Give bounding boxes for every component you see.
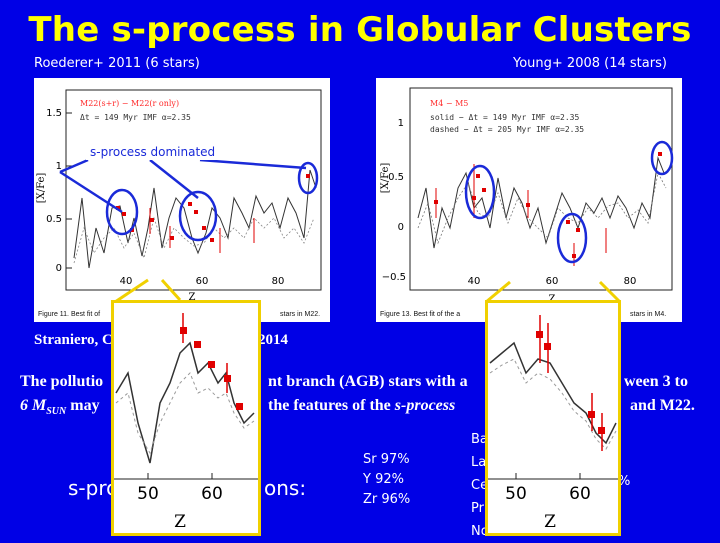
percent-nd: Nd xyxy=(471,524,489,539)
body-line2-a: 6 M xyxy=(20,397,47,414)
contrib-label: s-pro xyxy=(68,476,119,500)
contrib-label-end: ons: xyxy=(264,476,307,500)
zoom-right-points xyxy=(536,331,605,434)
percent-pr: Pr xyxy=(471,501,484,516)
percent-la: La xyxy=(471,455,487,470)
right-xtick-3: 80 xyxy=(624,276,637,287)
right-ylabel: [X/Fe] xyxy=(380,163,391,194)
left-ylabel: [X/Fe] xyxy=(36,173,47,204)
right-solid-curve xyxy=(417,156,665,249)
left-error-bars xyxy=(149,208,255,253)
percent-sr: Sr 97% xyxy=(363,452,410,467)
body-line1-a: The pollutio xyxy=(20,373,104,390)
zoom-left-dashed xyxy=(115,372,255,455)
right-highlight-circles xyxy=(464,140,674,264)
left-legend-2: Δt = 149 Myr IMF α=2.35 xyxy=(80,113,191,122)
zoom-right-dashed xyxy=(489,358,617,450)
percent-right-tail: % xyxy=(618,474,631,489)
left-caption-end: stars in M22. xyxy=(280,311,320,318)
slide-title: The s-process in Globular Clusters xyxy=(28,10,692,50)
left-reference: Roederer+ 2011 (6 stars) xyxy=(34,56,200,71)
percent-y: Y 92% xyxy=(363,472,404,487)
right-ytick-4: −0.5 xyxy=(382,272,406,283)
left-ytick-4: 0 xyxy=(56,263,62,274)
left-xtick-1: 40 xyxy=(120,276,133,287)
right-caption: Figure 13. Best fit of the a xyxy=(380,311,460,318)
left-xtick-3: 80 xyxy=(272,276,285,287)
body-line1-c: ween 3 to xyxy=(624,373,688,390)
zoom-left-xtick-2: 60 xyxy=(201,484,223,504)
zoom-right-panel: 50 60 Z xyxy=(485,300,621,536)
zoom-right-xlabel: Z xyxy=(544,512,556,532)
left-figure-svg: 1.5 1 0.5 0 [X/Fe] 40 60 80 Z M22(s+r) xyxy=(36,89,322,318)
left-ytick-3: 0.5 xyxy=(46,214,62,225)
right-xtick-2: 60 xyxy=(546,276,559,287)
right-legend-2: solid − Δt = 149 Myr IMF α=2.35 xyxy=(430,113,579,122)
left-ytick-2: 1 xyxy=(56,161,62,172)
s-process-annotation: s-process dominated xyxy=(86,144,220,160)
percent-left-list: Sr 97% Y 92% Zr 96% xyxy=(363,450,410,510)
zoom-left-svg: 50 60 Z xyxy=(114,313,258,532)
zoom-right-errors xyxy=(539,315,603,451)
right-legend-1: M4 − M5 xyxy=(430,99,468,108)
zoom-left-errors xyxy=(182,313,228,393)
left-ytick-1: 1.5 xyxy=(46,108,62,119)
right-dashed-curve xyxy=(417,171,667,245)
zoom-left-panel: 50 60 Z xyxy=(111,300,261,536)
zoom-left-curve xyxy=(115,341,255,464)
left-caption: Figure 11. Best fit of xyxy=(38,311,100,318)
body-line2-d: s-process xyxy=(394,397,456,414)
zoom-right-curve xyxy=(489,341,617,445)
left-highlight-circles xyxy=(105,161,319,242)
body-line2-c: the features of the xyxy=(268,397,391,414)
zoom-right-svg: 50 60 Z xyxy=(488,315,618,532)
left-xtick-2: 60 xyxy=(196,276,209,287)
right-reference: Young+ 2008 (14 stars) xyxy=(513,56,667,71)
left-legend-1: M22(s+r) − M22(r only) xyxy=(80,99,179,108)
left-r-only-curve xyxy=(73,216,315,264)
right-figure-panel: 1 0.5 0 −0.5 [X/Fe] 40 60 80 Z M4 − M5 s… xyxy=(376,78,682,322)
caption-reference: Straniero, C xyxy=(34,332,113,348)
body-line2-b: may xyxy=(66,397,100,414)
zoom-left-xtick-1: 50 xyxy=(137,484,159,504)
percent-ba: Ba xyxy=(471,432,488,447)
zoom-left-xlabel: Z xyxy=(174,512,186,532)
right-caption-end: stars in M4. xyxy=(630,311,666,318)
caption-year: 2014 xyxy=(258,332,288,348)
right-ytick-2: 0.5 xyxy=(388,172,404,183)
left-xlabel: Z xyxy=(189,292,196,303)
body-line2-sub: SUN xyxy=(46,406,67,418)
left-figure-panel: 1.5 1 0.5 0 [X/Fe] 40 60 80 Z M22(s+r) xyxy=(34,78,330,322)
zoom-right-xtick-1: 50 xyxy=(505,484,527,504)
right-xlabel: Z xyxy=(549,294,556,305)
zoom-right-xtick-2: 60 xyxy=(569,484,591,504)
right-ytick-3: 0 xyxy=(398,222,404,233)
right-ytick-1: 1 xyxy=(398,118,404,129)
percent-right-list: Ba La Ce Pr Nd xyxy=(471,428,489,543)
body-line1-b: nt branch (AGB) stars with a xyxy=(268,373,468,390)
percent-zr: Zr 96% xyxy=(363,492,411,507)
right-figure-svg: 1 0.5 0 −0.5 [X/Fe] 40 60 80 Z M4 − M5 s… xyxy=(380,87,674,318)
percent-ce: Ce xyxy=(471,478,489,493)
right-legend-3: dashed − Δt = 205 Myr IMF α=2.35 xyxy=(430,125,584,134)
right-xtick-1: 40 xyxy=(468,276,481,287)
body-line2-e: and M22. xyxy=(630,397,695,414)
